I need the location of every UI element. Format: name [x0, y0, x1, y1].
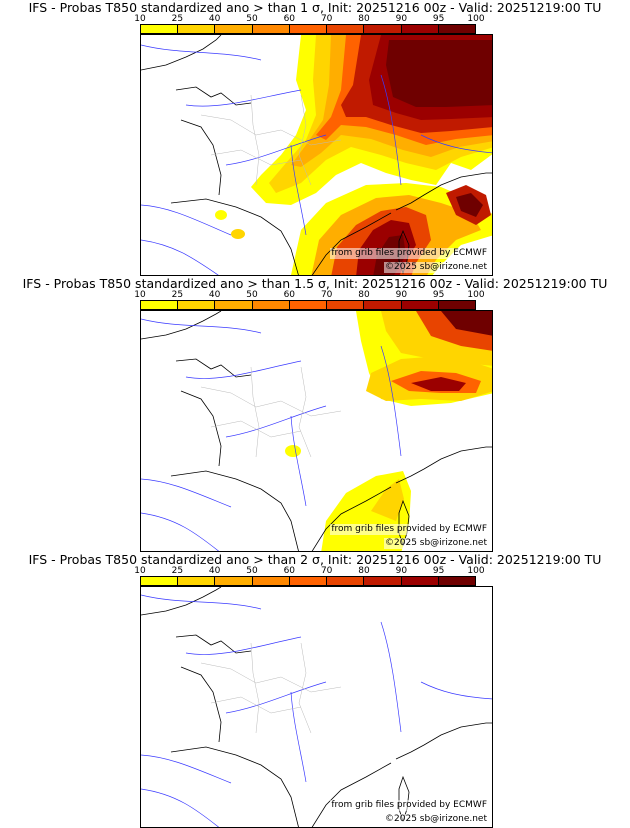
- colorbar-tick: 90: [395, 566, 408, 576]
- panel-title: IFS - Probas T850 standardized ano > tha…: [28, 552, 602, 567]
- map-panel-1: IFS - Probas T850 standardized ano > tha…: [0, 0, 630, 276]
- admin-borders: [200, 94, 342, 186]
- colorbar-swatch: [141, 577, 179, 585]
- colorbar-tick: 95: [432, 290, 445, 300]
- colorbar-tick: 80: [358, 566, 370, 576]
- colorbar-tick: 95: [432, 14, 445, 24]
- admin-borders: [200, 642, 342, 734]
- colorbar-tick-labels: 10 25 40 50 60 70 80 90 95 100: [134, 290, 484, 300]
- colorbar-tick: 80: [358, 290, 370, 300]
- colorbar-swatch: [401, 577, 439, 585]
- colorbar-tick: 40: [208, 14, 221, 24]
- coastlines: [141, 35, 492, 275]
- data-source-credit: from grib files provided by ECMWF: [330, 800, 488, 811]
- colorbar-swatch: [252, 301, 290, 309]
- probability-map: from grib files provided by ECMWF ©2025 …: [140, 34, 493, 276]
- panel-title: IFS - Probas T850 standardized ano > tha…: [28, 0, 602, 15]
- colorbar-tick: 60: [283, 566, 296, 576]
- rivers: [141, 594, 492, 827]
- colorbar-swatches: [140, 576, 476, 586]
- colorbar-tick: 100: [467, 566, 485, 576]
- colorbar-tick: 40: [208, 290, 221, 300]
- panel-title: IFS - Probas T850 standardized ano > tha…: [22, 276, 608, 291]
- colorbar-swatch: [252, 577, 290, 585]
- data-source-credit: from grib files provided by ECMWF: [330, 248, 488, 259]
- colorbar-tick-labels: 10 25 40 50 60 70 80 90 95 100: [134, 566, 484, 576]
- colorbar-swatch: [215, 301, 253, 309]
- colorbar-tick: 70: [320, 14, 333, 24]
- map-svg: [141, 311, 492, 551]
- colorbar-swatch: [364, 577, 402, 585]
- colorbar-tick: 80: [358, 14, 370, 24]
- colorbar: 10 25 40 50 60 70 80 90 95 100: [134, 566, 485, 586]
- map-panel-3: IFS - Probas T850 standardized ano > tha…: [0, 552, 630, 828]
- colorbar-tick: 40: [208, 566, 221, 576]
- colorbar-tick: 25: [171, 290, 184, 300]
- colorbar-swatch: [401, 25, 439, 33]
- colorbar-swatch: [215, 25, 253, 33]
- colorbar-swatch: [141, 25, 179, 33]
- colorbar-tick: 100: [467, 290, 485, 300]
- colorbar-swatch: [141, 301, 179, 309]
- colorbar-swatch: [215, 577, 253, 585]
- colorbar-swatch: [364, 25, 402, 33]
- colorbar: 10 25 40 50 60 70 80 90 95 100: [134, 290, 485, 310]
- rivers: [141, 44, 492, 275]
- probability-shading: [285, 311, 492, 551]
- colorbar-tick: 10: [134, 14, 146, 24]
- probability-shading: [215, 35, 492, 275]
- colorbar-tick: 10: [134, 290, 146, 300]
- copyright-credit: ©2025 sb@irizone.net: [384, 538, 488, 549]
- colorbar-tick: 50: [246, 566, 258, 576]
- colorbar-swatch: [178, 301, 216, 309]
- colorbar-swatch: [438, 301, 475, 309]
- colorbar-swatch: [289, 301, 328, 309]
- colorbar-swatch: [327, 301, 365, 309]
- colorbar-swatch: [438, 25, 475, 33]
- colorbar-tick: 60: [283, 14, 296, 24]
- colorbar-swatch: [252, 25, 290, 33]
- colorbar-tick: 25: [171, 566, 184, 576]
- admin-borders: [200, 366, 342, 458]
- colorbar-swatches: [140, 24, 476, 34]
- colorbar-swatch: [438, 577, 475, 585]
- colorbar-tick: 70: [320, 290, 333, 300]
- rivers: [141, 318, 402, 551]
- copyright-credit: ©2025 sb@irizone.net: [384, 814, 488, 825]
- colorbar-tick: 50: [246, 290, 258, 300]
- probability-map: from grib files provided by ECMWF ©2025 …: [140, 586, 493, 828]
- coastlines: [141, 587, 492, 827]
- colorbar-tick: 95: [432, 566, 445, 576]
- colorbar-tick: 25: [171, 14, 184, 24]
- colorbar-swatch: [178, 577, 216, 585]
- colorbar-swatch: [178, 25, 216, 33]
- colorbar-swatch: [327, 577, 365, 585]
- colorbar-tick: 60: [283, 290, 296, 300]
- copyright-credit: ©2025 sb@irizone.net: [384, 262, 488, 273]
- colorbar-swatches: [140, 300, 476, 310]
- colorbar-swatch: [401, 301, 439, 309]
- data-source-credit: from grib files provided by ECMWF: [330, 524, 488, 535]
- colorbar-tick: 50: [246, 14, 258, 24]
- colorbar-tick: 10: [134, 566, 146, 576]
- colorbar-tick: 90: [395, 290, 408, 300]
- colorbar-swatch: [289, 25, 328, 33]
- map-svg: [141, 35, 492, 275]
- colorbar: 10 25 40 50 60 70 80 90 95 100: [134, 14, 485, 34]
- colorbar-swatch: [364, 301, 402, 309]
- map-svg: [141, 587, 492, 827]
- colorbar-swatch: [327, 25, 365, 33]
- colorbar-tick: 100: [467, 14, 485, 24]
- colorbar-tick: 90: [395, 14, 408, 24]
- colorbar-swatch: [289, 577, 328, 585]
- colorbar-tick-labels: 10 25 40 50 60 70 80 90 95 100: [134, 14, 484, 24]
- probability-map: from grib files provided by ECMWF ©2025 …: [140, 310, 493, 552]
- colorbar-tick: 70: [320, 566, 333, 576]
- map-panel-2: IFS - Probas T850 standardized ano > tha…: [0, 276, 630, 552]
